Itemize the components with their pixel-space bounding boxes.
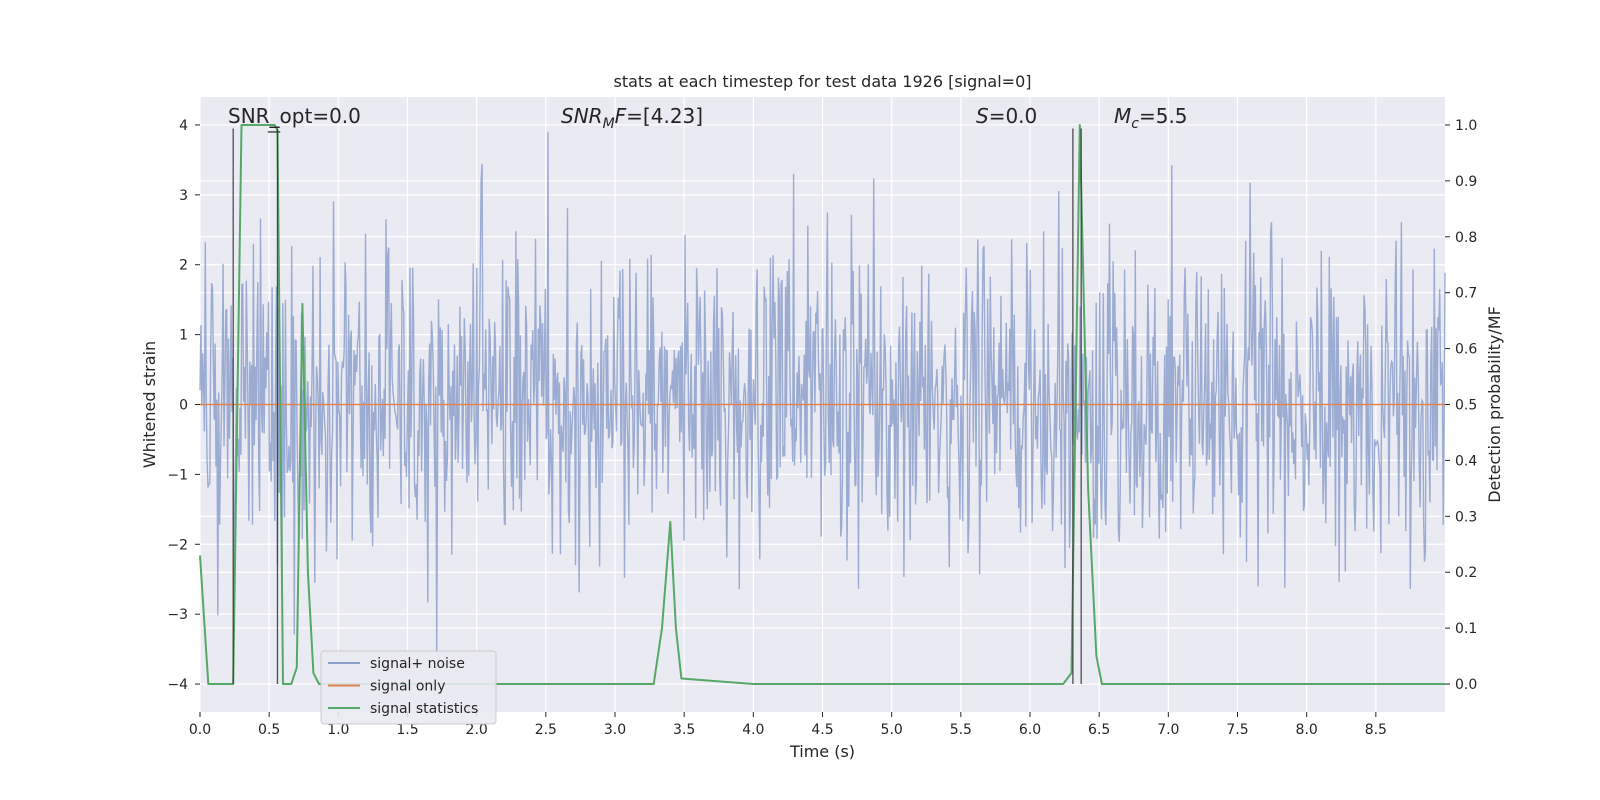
x-tick-label: 2.5	[535, 722, 557, 738]
y-left-tick-label: 0	[179, 398, 188, 414]
y-left-tick-label: −2	[167, 537, 188, 553]
y-right-tick-label: 0.3	[1455, 509, 1477, 525]
x-tick-label: 6.0	[1019, 722, 1041, 738]
x-tick-label: 8.0	[1296, 722, 1318, 738]
y-right-tick-label: 0.4	[1455, 453, 1477, 469]
y-right-tick-label: 0.7	[1455, 286, 1477, 302]
legend-box	[320, 650, 497, 725]
y-right-tick-label: 0.0	[1455, 677, 1477, 693]
legend-label-stats: signal statistics	[370, 701, 478, 717]
x-tick-label: 0.0	[189, 722, 211, 738]
x-tick-label: 4.0	[742, 722, 764, 738]
y-axis-label-left: Whitened strain	[140, 341, 159, 468]
y-left-tick-label: −3	[167, 607, 188, 623]
y-right-tick-label: 1.0	[1455, 118, 1477, 134]
snr-mf-rest: F=[4.23]	[615, 104, 703, 128]
x-tick-label: 2.0	[466, 722, 488, 738]
annotation-snr-mf: SNRMF=[4.23]	[561, 104, 703, 132]
y-right-tick-label: 0.5	[1455, 398, 1477, 414]
y-left-tick-label: −1	[167, 467, 188, 483]
x-tick-label: 4.5	[811, 722, 833, 738]
noise-line	[199, 131, 1446, 655]
y-left-tick-label: 2	[179, 258, 188, 274]
mc-sub: c	[1131, 116, 1139, 132]
x-tick-label: 7.5	[1226, 722, 1248, 738]
legend-label-noise: signal+ noise	[370, 656, 465, 672]
y-left-tick-label: −4	[167, 677, 188, 693]
mc-rest: =5.5	[1139, 104, 1188, 128]
y-left-tick-label: 3	[179, 188, 188, 204]
legend: signal+ noise signal only signal statist…	[320, 650, 497, 725]
x-tick-label: 1.5	[396, 722, 418, 738]
legend-label-signal: signal only	[370, 679, 445, 695]
x-tick-label: 1.0	[327, 722, 349, 738]
x-tick-label: 5.0	[881, 722, 903, 738]
x-tick-label: 5.5	[950, 722, 972, 738]
y-left-tick-label: 4	[179, 118, 188, 134]
y-axis-label-right: Detection probability/MF	[1485, 306, 1504, 503]
s-rest: =0.0	[989, 104, 1038, 128]
x-tick-label: 0.5	[258, 722, 280, 738]
y-right-tick-label: 0.2	[1455, 565, 1477, 581]
ticks: 0.0 0.5 1.0 1.5 2.0 2.5 3.0 3.5 4.0 4.5 5.0 5.5 6.0 6…	[167, 118, 1477, 738]
snr-mf-sub: M	[603, 116, 615, 132]
y-right-tick-label: 0.9	[1455, 174, 1477, 190]
x-tick-label: 8.5	[1365, 722, 1387, 738]
y-right-tick-label: 0.6	[1455, 342, 1477, 358]
y-right-tick-label: 0.1	[1455, 621, 1477, 637]
annotation-s: S=0.0	[976, 104, 1037, 128]
snr-mf-base: SNR	[561, 104, 603, 128]
y-left-tick-label: 1	[179, 328, 188, 344]
y-right-tick-label: 0.8	[1455, 230, 1477, 246]
snr-mf-f: F	[615, 104, 627, 128]
chart-title: stats at each timestep for test data 192…	[613, 72, 1031, 91]
noise-series	[199, 131, 1446, 655]
x-tick-label: 3.0	[604, 722, 626, 738]
x-tick-label: 3.5	[673, 722, 695, 738]
annotation-mc: Mc=5.5	[1114, 104, 1188, 132]
x-tick-label: 7.0	[1157, 722, 1179, 738]
vertical-lines	[232, 128, 1082, 685]
s-var: S	[976, 104, 989, 128]
mc-var: M	[1114, 104, 1131, 128]
x-tick-label: 6.5	[1088, 722, 1110, 738]
annotation-snr-opt: SNR_opt=0.0	[228, 104, 361, 128]
x-axis-label: Time (s)	[789, 742, 855, 761]
